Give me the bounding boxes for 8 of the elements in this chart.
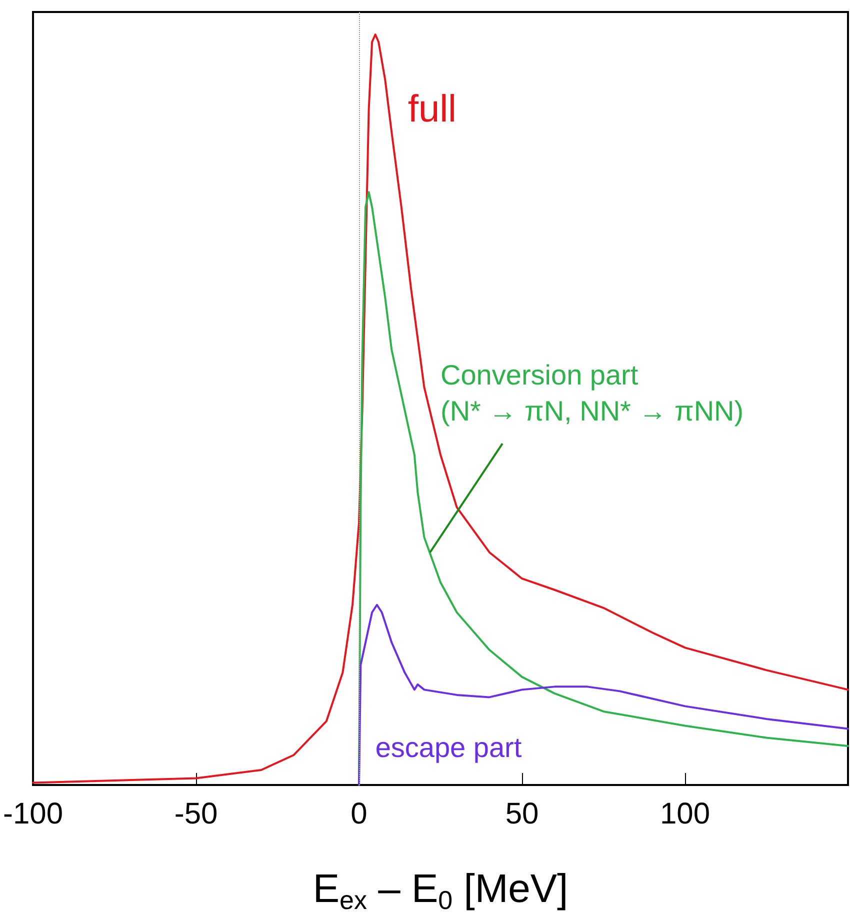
x-tick-label: 50 xyxy=(505,798,539,830)
x-tick-label: -100 xyxy=(3,798,64,830)
series-label: Conversion part (N* → πN, NN* → πNN) xyxy=(440,360,744,427)
x-tick-label: -50 xyxy=(174,798,218,830)
x-tick-label: 100 xyxy=(660,798,710,830)
series-label: escape part xyxy=(375,732,522,763)
x-tick-label: 0 xyxy=(350,798,368,830)
series-label: full xyxy=(408,88,456,131)
